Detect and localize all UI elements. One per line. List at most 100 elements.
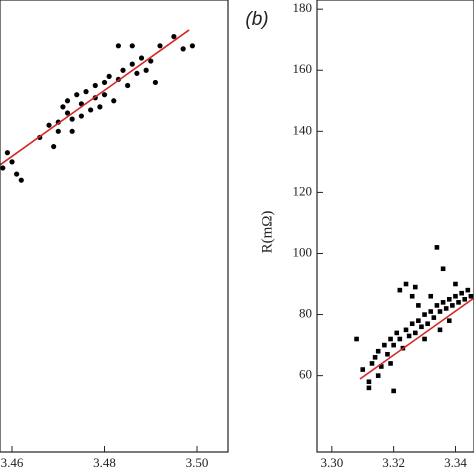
point [129, 61, 135, 67]
y-tick-label: 160 [293, 61, 313, 76]
point [409, 293, 415, 299]
point [422, 336, 427, 342]
point [440, 266, 446, 272]
point [375, 373, 381, 378]
point [115, 43, 121, 49]
point [83, 89, 89, 95]
x-tick-label: 3.48 [93, 455, 116, 470]
point [422, 312, 427, 317]
point [157, 43, 163, 49]
fit-line [0, 29, 190, 166]
panel-label: (b) [245, 9, 268, 30]
point [416, 318, 421, 323]
point [97, 104, 103, 110]
plot-frame [0, 0, 229, 453]
point [440, 300, 446, 305]
x-tick-label: 3.46 [1, 455, 24, 470]
fit-line [359, 297, 474, 380]
point [69, 128, 75, 134]
point [397, 287, 403, 293]
point [143, 67, 149, 73]
point [434, 245, 440, 250]
point [134, 70, 140, 76]
point [88, 107, 94, 113]
point [397, 336, 403, 342]
point [465, 287, 471, 293]
point [78, 113, 84, 119]
point [369, 361, 375, 366]
point [69, 116, 75, 122]
point [416, 303, 421, 308]
point [46, 122, 52, 128]
point [55, 128, 61, 134]
x-tick-label: 3.34 [444, 455, 467, 470]
point [0, 165, 6, 171]
point [391, 388, 396, 394]
point [382, 342, 387, 348]
y-tick-label: 120 [293, 183, 313, 198]
point [64, 98, 71, 104]
y-tick-label: 60 [299, 367, 312, 382]
point [120, 67, 126, 73]
point [74, 92, 80, 98]
point [101, 79, 108, 86]
point [403, 281, 409, 287]
point [459, 290, 464, 296]
point [51, 143, 57, 150]
plot-frame [316, 0, 474, 453]
point [106, 73, 112, 79]
point [372, 355, 378, 360]
point [419, 324, 424, 330]
point [18, 177, 24, 183]
point [437, 309, 443, 314]
y-tick-label: 80 [299, 306, 312, 321]
x-tick-label: 3.50 [186, 455, 209, 470]
point [437, 327, 443, 333]
point [453, 281, 458, 287]
point [14, 171, 20, 177]
point [434, 303, 440, 308]
point [111, 98, 117, 104]
point [360, 367, 366, 372]
y-tick-label: 140 [293, 122, 313, 137]
point [378, 364, 384, 369]
y-axis-label: R(mΩ) [259, 211, 275, 254]
point [9, 159, 15, 165]
point [64, 110, 71, 116]
point [428, 293, 434, 299]
point [366, 379, 372, 385]
point [129, 43, 135, 49]
point [446, 318, 452, 323]
x-tick-label: 3.30 [320, 455, 343, 470]
point [101, 92, 108, 98]
point [406, 333, 412, 339]
point [375, 348, 381, 354]
point [462, 296, 468, 302]
point [60, 104, 66, 110]
point [354, 336, 359, 342]
point [443, 306, 449, 311]
point [171, 34, 177, 40]
point [450, 303, 455, 308]
y-tick-label: 180 [293, 0, 313, 15]
point [189, 43, 195, 49]
point [138, 55, 145, 61]
point [394, 330, 400, 336]
point [412, 330, 418, 336]
point [388, 361, 393, 366]
point [468, 293, 474, 299]
point [180, 46, 186, 52]
y-tick-label: 100 [293, 244, 313, 259]
point [366, 385, 372, 391]
point [125, 82, 131, 89]
point [148, 58, 154, 64]
x-tick-label: 3.32 [382, 455, 405, 470]
point [453, 293, 458, 299]
point [412, 284, 418, 290]
point [431, 315, 437, 320]
point [409, 321, 415, 327]
point [456, 300, 461, 305]
point [391, 342, 396, 348]
